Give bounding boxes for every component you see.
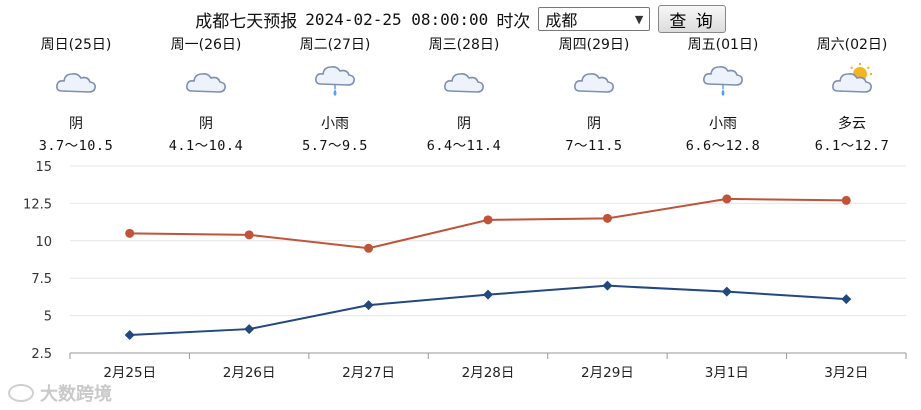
day-label: 周二(27日) <box>299 37 371 53</box>
data-point <box>124 330 135 341</box>
query-button[interactable]: 查 询 <box>658 5 726 33</box>
chevron-down-icon: ▼ <box>634 12 644 26</box>
data-point <box>244 324 255 335</box>
day-temp-range: 6.1～12.7 <box>814 138 890 154</box>
cloudy-icon <box>571 61 617 105</box>
day-label: 周一(26日) <box>170 37 242 53</box>
day-forecast: 周日(25日) 阴 3.7～10.5 <box>21 36 131 154</box>
day-forecast: 周四(29日) 阴 7～11.5 <box>539 36 649 154</box>
day-temp-range: 6.4～11.4 <box>426 138 502 154</box>
day-weather: 阴 <box>587 116 601 132</box>
day-weather: 阴 <box>199 116 213 132</box>
cloudy-icon <box>441 61 487 105</box>
y-tick-label: 15 <box>35 160 52 175</box>
light-rain-icon <box>700 59 746 107</box>
day-forecast: 周二(27日) 小雨 5.7～9.5 <box>280 36 390 154</box>
day-weather: 阴 <box>457 116 471 132</box>
day-temp-range: 5.7～9.5 <box>302 138 368 154</box>
forecast-title: 成都七天预报 <box>195 11 298 32</box>
light-rain-icon <box>312 59 358 107</box>
city-select-value: 成都 <box>545 11 578 30</box>
forecast-time: 2024-02-25 08:00:00 <box>305 9 489 29</box>
day-temp-range: 4.1～10.4 <box>168 138 244 154</box>
daily-forecast-strip: 周日(25日) 阴 3.7～10.5 周一(26日) 阴 4.1～10.4 周二… <box>0 36 921 156</box>
y-tick-label: 12.5 <box>23 197 52 212</box>
data-point <box>602 213 612 223</box>
x-tick-label: 2月26日 <box>223 365 276 381</box>
day-weather: 小雨 <box>709 116 737 132</box>
data-point <box>483 215 493 225</box>
day-forecast: 周三(28日) 阴 6.4～11.4 <box>409 36 519 154</box>
cloudy-icon <box>183 61 229 105</box>
y-tick-label: 5 <box>44 310 52 325</box>
data-point <box>364 243 374 253</box>
day-label: 周四(29日) <box>558 37 630 53</box>
day-temp-range: 6.6～12.8 <box>685 138 761 154</box>
partly-cloudy-icon <box>829 61 875 105</box>
y-tick-label: 2.5 <box>31 347 52 362</box>
watermark-logo-icon <box>8 384 34 402</box>
x-tick-label: 2月28日 <box>462 365 515 381</box>
time-suffix-label: 时次 <box>496 11 531 32</box>
day-forecast: 周五(01日) 小雨 6.6～12.8 <box>668 36 778 154</box>
day-temp-range: 7～11.5 <box>565 138 623 154</box>
data-point <box>363 300 374 311</box>
data-point <box>722 194 732 204</box>
day-forecast: 周一(26日) 阴 4.1～10.4 <box>151 36 261 154</box>
y-tick-label: 7.5 <box>31 272 52 287</box>
data-point <box>483 289 493 300</box>
data-point <box>125 228 135 238</box>
day-label: 周三(28日) <box>428 37 500 53</box>
city-select[interactable]: 成都 ▼ <box>538 7 651 31</box>
x-tick-label: 2月29日 <box>581 365 634 381</box>
x-tick-label: 2月27日 <box>342 365 395 381</box>
day-weather: 阴 <box>69 116 83 132</box>
day-weather: 多云 <box>838 116 866 132</box>
x-tick-label: 3月2日 <box>824 365 868 381</box>
data-point <box>841 195 851 205</box>
data-point <box>244 230 254 240</box>
data-point <box>841 294 852 305</box>
y-tick-label: 10 <box>35 235 52 250</box>
day-forecast: 周六(02日) 多云 6.1～12.7 <box>797 36 907 154</box>
watermark-text: 大数跨境 <box>40 384 112 405</box>
day-label: 周五(01日) <box>687 37 759 53</box>
cloudy-icon <box>53 61 99 105</box>
day-label: 周六(02日) <box>816 37 888 53</box>
forecast-header: 成都七天预报 2024-02-25 08:00:00 时次 成都 ▼ 查 询 <box>0 5 921 33</box>
watermark: 大数跨境 <box>8 380 112 406</box>
day-label: 周日(25日) <box>40 37 112 53</box>
x-tick-label: 2月25日 <box>103 365 156 381</box>
x-tick-label: 3月1日 <box>705 365 749 381</box>
data-point <box>721 286 732 297</box>
data-point <box>602 280 613 291</box>
day-weather: 小雨 <box>321 116 349 132</box>
day-temp-range: 3.7～10.5 <box>38 138 114 154</box>
